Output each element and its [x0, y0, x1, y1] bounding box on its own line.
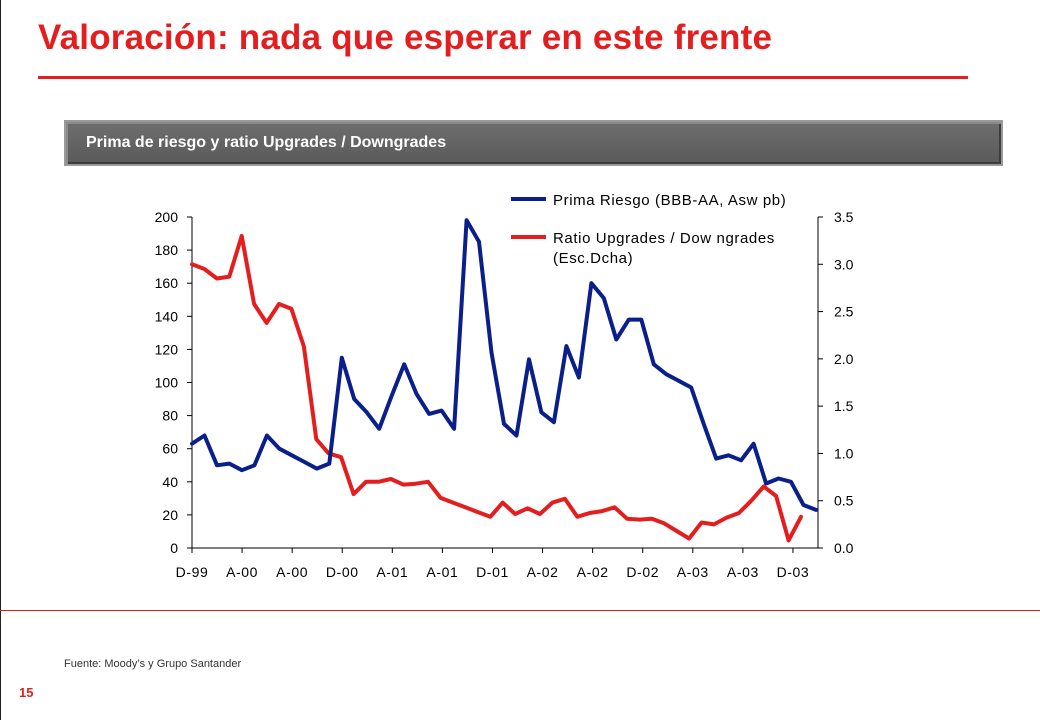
x-tick-label: A-00	[276, 564, 308, 580]
left-tick-label: 80	[162, 408, 178, 424]
slide-title: Valoración: nada que esperar en este fre…	[38, 18, 773, 57]
line-chart: 0 20 40 60 80 100 120 140 160 180 200 0.0 0.5 1.0 1.5 2…	[155, 192, 854, 580]
x-tick-label: D-02	[626, 564, 659, 580]
right-tick-label: 1.5	[834, 398, 854, 414]
source-note: Fuente: Moody’s y Grupo Santander	[64, 658, 242, 670]
legend-label-line: Ratio Upgrades / Dow ngrades	[553, 230, 775, 247]
x-tick-label: A-03	[677, 564, 709, 580]
x-tick-label: A-03	[727, 564, 759, 580]
x-tick-label: D-99	[176, 564, 209, 580]
chart-banner-label: Prima de riesgo y ratio Upgrades / Downg…	[86, 134, 447, 151]
right-tick-label: 0.0	[834, 540, 854, 556]
right-tick-label: 2.0	[834, 351, 854, 367]
right-tick-label: 0.5	[834, 493, 854, 509]
left-tick-label: 40	[162, 474, 178, 490]
series-line-prima-riesgo	[190, 218, 818, 512]
footer-divider	[0, 610, 1040, 611]
right-tick-label: 3.5	[834, 209, 854, 225]
legend-label-prima-riesgo: Prima Riesgo (BBB-AA, Asw pb)	[553, 192, 786, 209]
right-tick-label: 2.5	[834, 304, 854, 320]
right-tick-label: 1.0	[834, 445, 854, 461]
left-tick-label: 100	[155, 375, 179, 391]
legend-label-line: (Esc.Dcha)	[553, 250, 633, 267]
x-tick-label: A-02	[577, 564, 609, 580]
left-tick-label: 0	[170, 540, 178, 556]
x-tick-label: A-01	[376, 564, 408, 580]
left-tick-label: 200	[155, 209, 179, 225]
x-tick-label: A-01	[426, 564, 458, 580]
page-number: 15	[19, 685, 34, 700]
x-tick-label: A-00	[226, 564, 258, 580]
left-tick-label: 140	[155, 308, 179, 324]
left-tick-label: 60	[162, 441, 178, 457]
left-tick-label: 120	[155, 341, 179, 357]
left-tick-label: 160	[155, 275, 179, 291]
left-tick-label: 20	[162, 507, 178, 523]
x-tick-label: D-03	[777, 564, 810, 580]
slide-left-border	[0, 0, 1, 720]
x-tick-label: D-01	[476, 564, 509, 580]
legend-label-ratio-upgrades: Ratio Upgrades / Dow ngrades (Esc.Dcha)	[553, 230, 775, 267]
title-underline	[38, 76, 968, 79]
right-tick-label: 3.0	[834, 256, 854, 272]
left-tick-label: 180	[155, 242, 179, 258]
series-line-ratio-upgrades	[190, 233, 803, 543]
x-tick-label: A-02	[527, 564, 559, 580]
x-tick-label: D-00	[326, 564, 359, 580]
chart-banner: Prima de riesgo y ratio Upgrades / Downg…	[64, 120, 1003, 166]
